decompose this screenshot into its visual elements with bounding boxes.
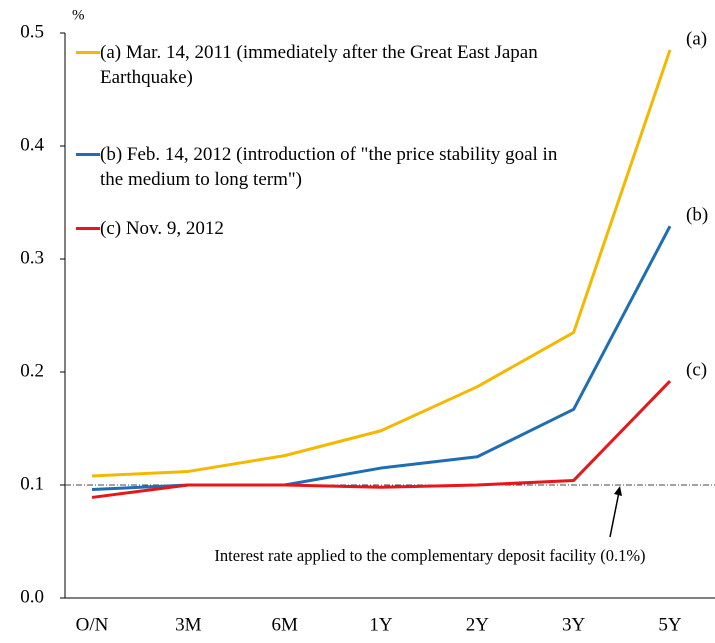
x-tick-label: 5Y [658, 614, 682, 635]
series-end-label: (c) [686, 359, 707, 380]
reference-label: Interest rate applied to the complementa… [214, 546, 645, 565]
series-end-label: (b) [686, 205, 708, 226]
y-tick-label: 0.4 [20, 134, 44, 155]
legend-label: (b) Feb. 14, 2012 (introduction of "the … [100, 144, 558, 190]
legend-entry: (a) Mar. 14, 2011 (immediately after the… [76, 40, 576, 90]
x-tick-label: 3Y [562, 614, 586, 635]
series-line [91, 225, 672, 492]
y-tick-label: 0.0 [20, 586, 44, 607]
x-tick-label: 6M [271, 614, 298, 635]
annotation-arrow [609, 491, 620, 538]
x-tick-label: 3M [175, 614, 202, 635]
legend-entry: (b) Feb. 14, 2012 (introduction of "the … [76, 142, 576, 192]
legend-swatch [76, 51, 100, 54]
y-tick-label: 0.5 [20, 21, 44, 42]
y-tick-label: 0.2 [20, 360, 44, 381]
arrow-head [614, 486, 622, 496]
x-tick-label: 1Y [369, 614, 393, 635]
y-tick-label: 0.3 [20, 247, 44, 268]
series-end-label: (a) [686, 28, 707, 49]
series-line [91, 49, 672, 478]
legend-entry: (c) Nov. 9, 2012 [76, 216, 576, 241]
x-tick-label: 2Y [466, 614, 490, 635]
legend-label: (c) Nov. 9, 2012 [100, 218, 224, 239]
y-unit: % [72, 7, 85, 23]
x-tick-label: O/N [76, 614, 109, 635]
legend-label: (a) Mar. 14, 2011 (immediately after the… [100, 42, 538, 88]
legend-swatch [76, 227, 100, 230]
series-line [91, 379, 672, 499]
legend-swatch [76, 153, 100, 156]
y-tick-label: 0.1 [20, 473, 44, 494]
